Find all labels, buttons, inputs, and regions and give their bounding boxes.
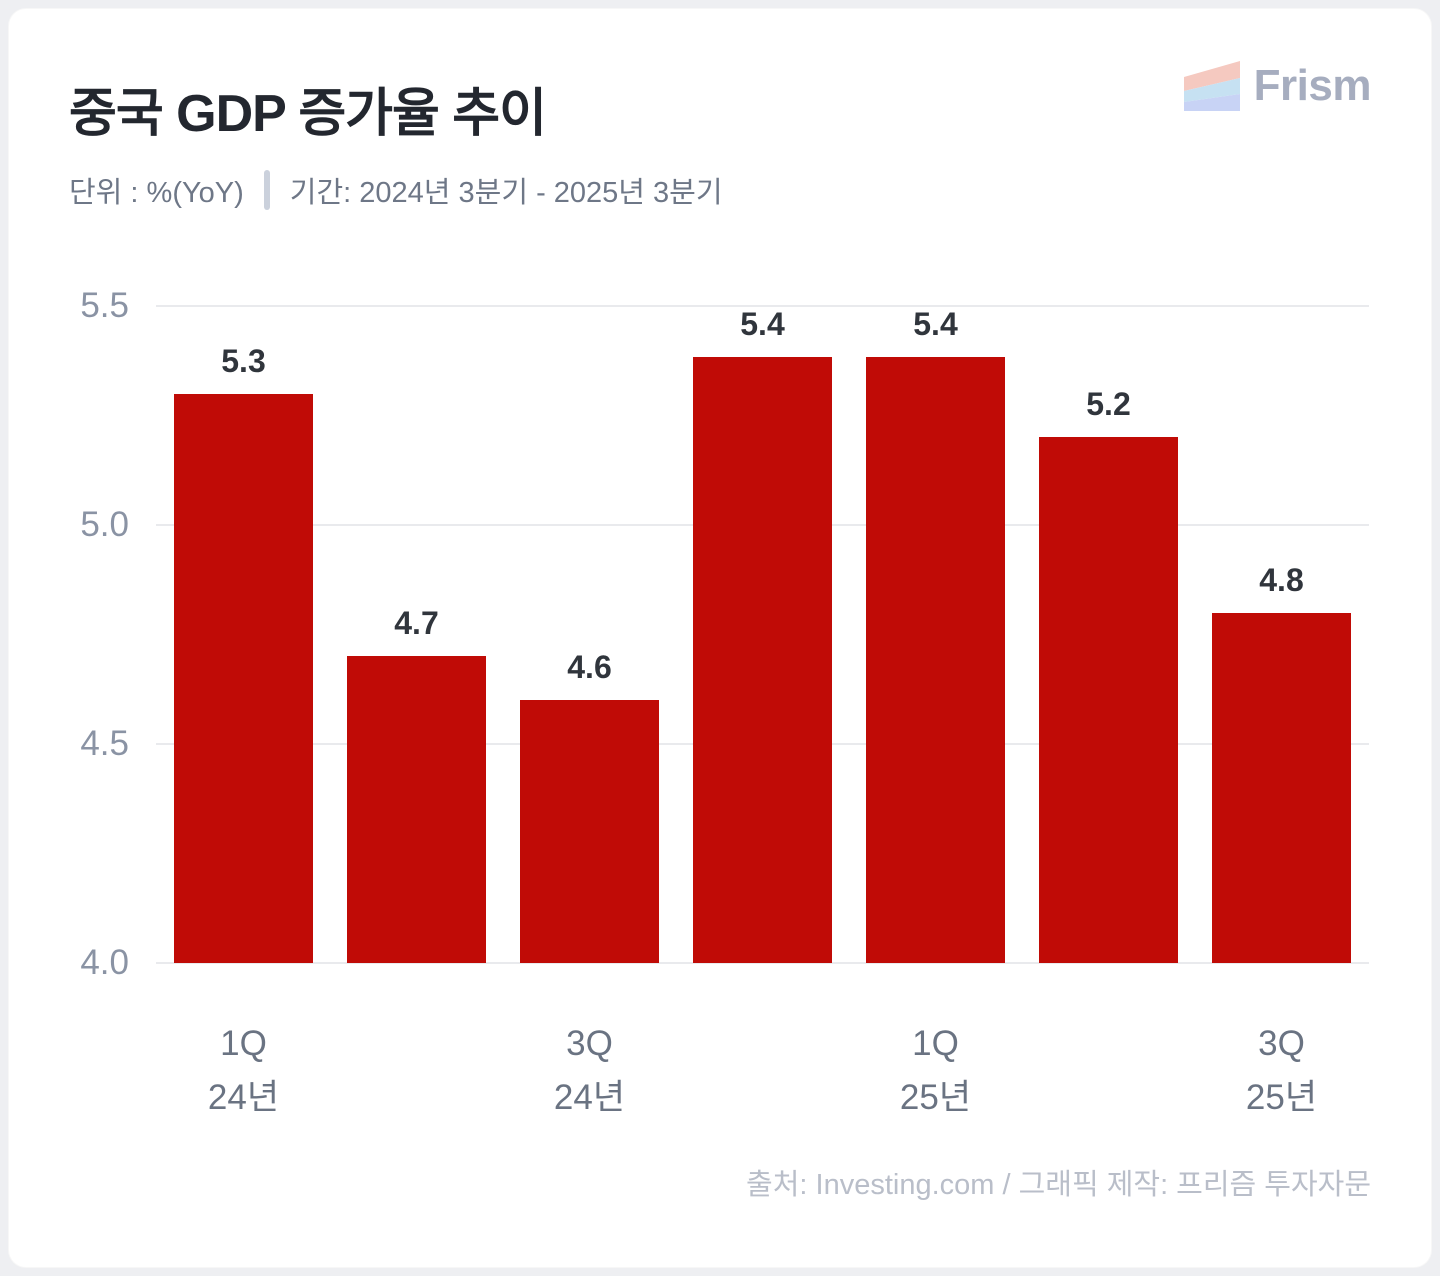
bar-value-label: 5.2 [1086, 386, 1131, 423]
bar [347, 656, 486, 963]
bar-value-label: 4.7 [394, 605, 439, 642]
frism-logo-icon [1183, 61, 1240, 111]
x-tick-label: 1Q 25년 [866, 1017, 1005, 1125]
bar [1212, 612, 1351, 963]
x-tick-empty [1039, 1017, 1178, 1125]
bar [1039, 437, 1178, 963]
bar-group: 5.4 [866, 306, 1005, 963]
gridline [156, 962, 1369, 964]
bar [174, 393, 313, 963]
bar-chart-plot-area: 5.5 5.0 4.5 4.0 5.3 4.7 4.6 5.4 5.4 5.2 4.8 [80, 286, 1369, 982]
bar-group: 4.8 [1212, 306, 1351, 963]
bar-group: 5.2 [1039, 306, 1178, 963]
x-tick-line: 3Q [566, 1024, 613, 1063]
y-tick-label: 4.0 [80, 943, 129, 982]
bar [520, 700, 659, 963]
page-title: 중국 GDP 증가율 추이 [69, 85, 547, 143]
source-credit: 출처: Investing.com / 그래픽 제작: 프리즘 투자자문 [746, 1169, 1371, 1201]
x-tick-empty [347, 1017, 486, 1125]
y-tick-label: 4.5 [80, 724, 129, 763]
x-tick-label: 1Q 24년 [174, 1017, 313, 1125]
x-tick-line: 1Q [220, 1024, 267, 1063]
x-tick-empty [693, 1017, 832, 1125]
bar-value-label: 4.6 [567, 649, 612, 686]
period-label: 기간: 2024년 3분기 - 2025년 3분기 [289, 177, 723, 209]
bar-series: 5.3 4.7 4.6 5.4 5.4 5.2 4.8 [156, 306, 1369, 963]
chart-subtitle: 단위 : %(YoY) 기간: 2024년 3분기 - 2025년 3분기 [69, 169, 723, 211]
subtitle-divider [263, 170, 270, 210]
bar-value-label: 5.4 [740, 306, 785, 342]
x-axis: 1Q 24년 3Q 24년 1Q 25년 3Q 25년 [156, 1017, 1369, 1125]
x-tick-line: 24년 [553, 1078, 626, 1117]
x-tick-line: 3Q [1258, 1024, 1305, 1063]
bar-group: 4.7 [347, 306, 486, 963]
x-tick-line: 24년 [207, 1078, 280, 1117]
y-tick-label: 5.5 [80, 286, 129, 325]
bar-value-label: 4.8 [1259, 561, 1304, 598]
x-tick-line: 25년 [1245, 1078, 1318, 1117]
bar-value-label: 5.4 [913, 306, 958, 342]
chart-card: 중국 GDP 증가율 추이 Frism 단위 : %(YoY) 기간: 2024… [8, 8, 1432, 1268]
x-tick-label: 3Q 24년 [520, 1017, 659, 1125]
y-tick-label: 5.0 [80, 505, 129, 544]
bar [866, 357, 1005, 963]
bar-group: 5.4 [693, 306, 832, 963]
bar-group: 4.6 [520, 306, 659, 963]
x-tick-line: 25년 [899, 1078, 972, 1117]
bar-group: 5.3 [174, 306, 313, 963]
x-tick-line: 1Q [912, 1024, 959, 1063]
bar-value-label: 5.3 [221, 342, 266, 379]
frism-logo-text: Frism [1253, 61, 1372, 110]
unit-label: 단위 : %(YoY) [69, 177, 244, 209]
gridline [156, 305, 1369, 307]
x-tick-label: 3Q 25년 [1212, 1017, 1351, 1125]
frism-logo: Frism [1183, 61, 1372, 111]
bar [693, 357, 832, 963]
